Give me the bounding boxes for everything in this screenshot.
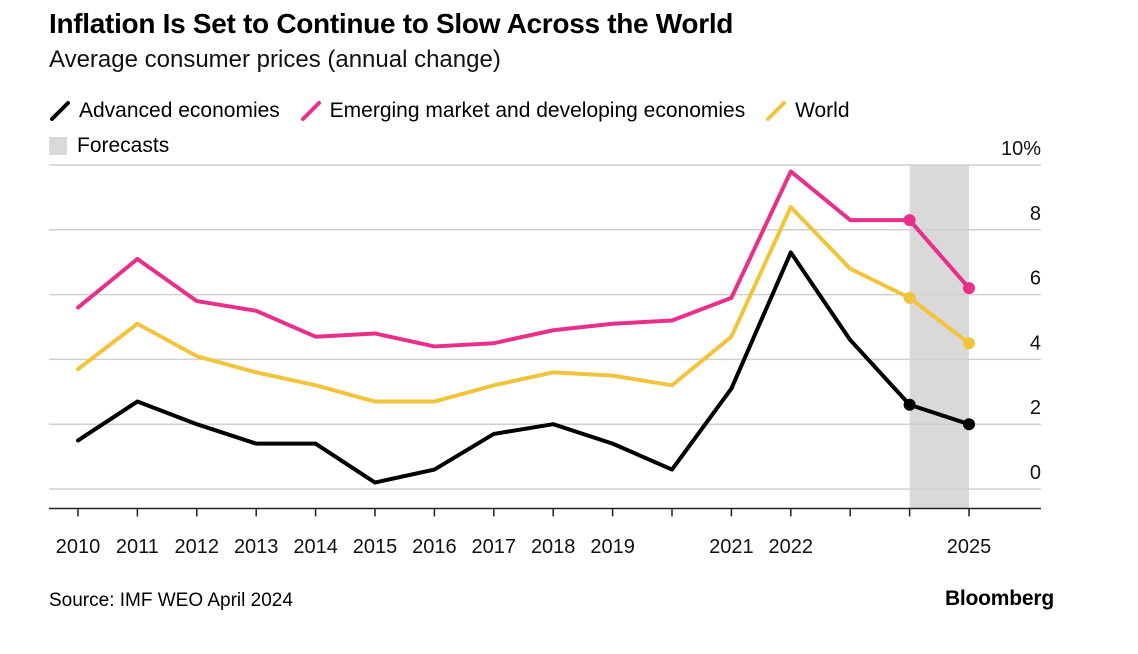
- legend: Advanced economies Emerging market and d…: [49, 96, 1049, 161]
- x-tick-label: 2022: [769, 536, 814, 558]
- x-tick-label: 2014: [293, 536, 338, 558]
- x-tick-label: 2018: [531, 536, 576, 558]
- series-marker-world-2024: [903, 291, 916, 304]
- x-tick-label: 2013: [234, 536, 279, 558]
- y-tick-label: 0: [1030, 462, 1041, 484]
- legend-item-forecasts: Forecasts: [49, 131, 169, 161]
- series-marker-advanced-2024: [903, 398, 916, 411]
- x-tick-label: 2012: [175, 536, 220, 558]
- legend-label-advanced: Advanced economies: [79, 99, 280, 122]
- x-tick-label: 2019: [590, 536, 635, 558]
- legend-label-world: World: [795, 99, 850, 122]
- legend-line-emerging-icon: [300, 101, 321, 121]
- legend-label-emerging: Emerging market and developing economies: [329, 99, 746, 122]
- legend-line-advanced-icon: [50, 101, 70, 121]
- series-line-world: [76, 205, 971, 404]
- legend-item-world: World: [765, 96, 850, 126]
- y-tick-label: 6: [1030, 268, 1041, 290]
- y-tick-label: 2: [1030, 397, 1041, 419]
- y-tick-label: 4: [1030, 332, 1041, 354]
- series-marker-emerging-2024: [903, 214, 916, 227]
- x-tick-label: 2015: [353, 536, 398, 558]
- legend-label-forecasts: Forecasts: [77, 134, 170, 157]
- x-tick-label: 2011: [116, 536, 159, 558]
- legend-item-advanced: Advanced economies: [49, 96, 280, 126]
- source-note: Source: IMF WEO April 2024: [49, 590, 293, 611]
- series-marker-emerging-2025: [963, 282, 975, 295]
- x-tick-label: 2021: [709, 536, 754, 558]
- x-tick-label: 2025: [947, 536, 992, 558]
- chart-title: Inflation Is Set to Continue to Slow Acr…: [49, 8, 734, 39]
- y-tick-label: 10%: [1001, 138, 1041, 160]
- series-marker-world-2025: [963, 337, 975, 350]
- series-marker-advanced-2025: [963, 418, 975, 431]
- legend-item-emerging: Emerging market and developing economies: [300, 96, 746, 126]
- brand-logo: Bloomberg: [944, 587, 1054, 610]
- x-tick-label: 2017: [472, 536, 517, 558]
- chart-subtitle: Average consumer prices (annual change): [49, 46, 501, 73]
- legend-swatch-forecasts-icon: [49, 137, 67, 155]
- series-line-emerging: [76, 169, 971, 349]
- y-tick-label: 8: [1030, 203, 1041, 225]
- series-line-advanced: [76, 250, 971, 485]
- legend-line-world-icon: [766, 101, 787, 121]
- x-tick-label: 2010: [56, 536, 101, 558]
- x-tick-label: 2016: [412, 536, 457, 558]
